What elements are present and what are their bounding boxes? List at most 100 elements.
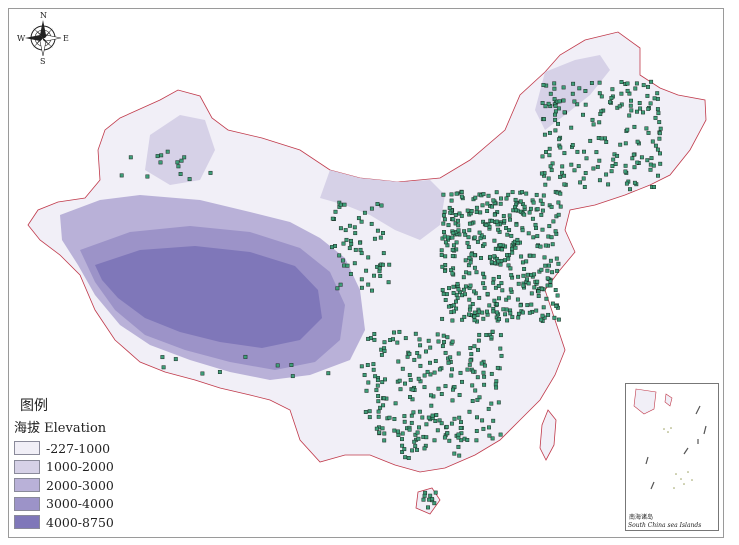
station-marker xyxy=(461,275,466,280)
station-marker xyxy=(543,182,548,187)
station-marker xyxy=(538,244,543,249)
station-marker xyxy=(466,235,471,240)
station-marker xyxy=(552,86,557,91)
station-marker xyxy=(506,256,511,261)
station-marker xyxy=(657,136,662,141)
station-marker xyxy=(441,192,446,197)
compass-north-label: N xyxy=(40,11,47,20)
station-marker xyxy=(486,406,491,411)
station-marker xyxy=(392,417,397,421)
station-marker xyxy=(395,340,400,345)
station-marker xyxy=(366,282,371,287)
station-marker xyxy=(495,210,500,215)
station-marker xyxy=(540,101,545,105)
station-marker xyxy=(326,371,331,376)
station-marker xyxy=(449,421,454,426)
station-marker xyxy=(426,415,431,420)
station-marker xyxy=(630,156,635,161)
station-marker xyxy=(498,243,503,247)
station-marker xyxy=(492,261,497,266)
station-marker xyxy=(522,212,527,217)
compass-east-label: E xyxy=(63,34,69,43)
station-marker xyxy=(159,153,164,158)
station-marker xyxy=(456,444,461,449)
station-marker xyxy=(416,376,421,381)
station-marker xyxy=(467,312,471,317)
station-marker xyxy=(535,279,540,284)
station-marker xyxy=(447,286,451,291)
station-marker xyxy=(477,332,482,337)
station-marker xyxy=(528,206,533,211)
station-marker xyxy=(506,192,511,197)
station-marker xyxy=(474,210,479,214)
station-marker xyxy=(439,253,444,257)
station-marker xyxy=(476,347,480,352)
station-marker xyxy=(548,279,553,284)
station-marker xyxy=(652,96,657,101)
station-marker xyxy=(417,425,421,430)
station-marker xyxy=(496,284,501,288)
station-marker xyxy=(460,379,464,384)
station-marker xyxy=(507,228,512,233)
station-marker xyxy=(451,387,455,392)
station-marker xyxy=(417,337,422,342)
station-marker xyxy=(341,241,346,246)
station-marker xyxy=(128,155,133,160)
compass-west-label: W xyxy=(17,34,26,43)
station-marker xyxy=(471,369,475,374)
station-marker xyxy=(641,83,646,88)
station-marker xyxy=(496,275,501,279)
station-marker xyxy=(408,395,412,399)
station-marker xyxy=(403,381,407,386)
station-marker xyxy=(641,110,645,115)
station-marker xyxy=(540,313,545,318)
station-marker xyxy=(499,196,503,201)
station-marker xyxy=(353,231,358,236)
station-marker xyxy=(594,150,599,155)
station-marker xyxy=(576,164,581,169)
station-marker xyxy=(428,372,433,377)
station-marker xyxy=(429,393,433,398)
station-marker xyxy=(379,203,384,208)
station-marker xyxy=(646,130,651,135)
station-marker xyxy=(415,351,420,355)
station-marker xyxy=(487,425,491,430)
station-marker xyxy=(352,225,357,230)
station-marker xyxy=(454,240,459,245)
station-marker xyxy=(479,361,484,366)
station-marker xyxy=(440,316,445,321)
station-marker xyxy=(546,176,551,181)
station-marker xyxy=(173,357,178,362)
station-marker xyxy=(657,120,662,125)
station-marker xyxy=(380,380,385,385)
south-china-sea-inset: 南海诸岛 South China sea Islands xyxy=(625,383,719,531)
station-marker xyxy=(496,259,501,264)
station-marker xyxy=(477,230,482,235)
station-marker xyxy=(494,379,499,384)
station-marker xyxy=(376,394,381,398)
station-marker xyxy=(599,136,604,141)
station-marker xyxy=(530,216,535,221)
station-marker xyxy=(562,110,567,115)
station-marker xyxy=(507,213,512,218)
station-marker xyxy=(540,154,545,159)
station-marker xyxy=(553,229,558,234)
station-marker xyxy=(417,354,422,359)
station-marker xyxy=(467,221,472,226)
station-marker xyxy=(430,497,435,502)
station-marker xyxy=(646,106,651,111)
station-marker xyxy=(458,426,463,430)
compass-rose-icon xyxy=(25,20,62,57)
station-marker xyxy=(583,171,588,175)
station-marker xyxy=(383,377,387,382)
station-marker xyxy=(387,262,392,267)
station-marker xyxy=(290,374,295,379)
station-marker xyxy=(535,207,540,212)
station-marker xyxy=(402,414,407,419)
station-marker xyxy=(378,274,383,278)
station-marker xyxy=(541,83,546,87)
station-marker xyxy=(504,226,509,230)
station-marker xyxy=(535,234,540,239)
station-marker xyxy=(441,333,446,338)
station-marker xyxy=(362,373,367,377)
